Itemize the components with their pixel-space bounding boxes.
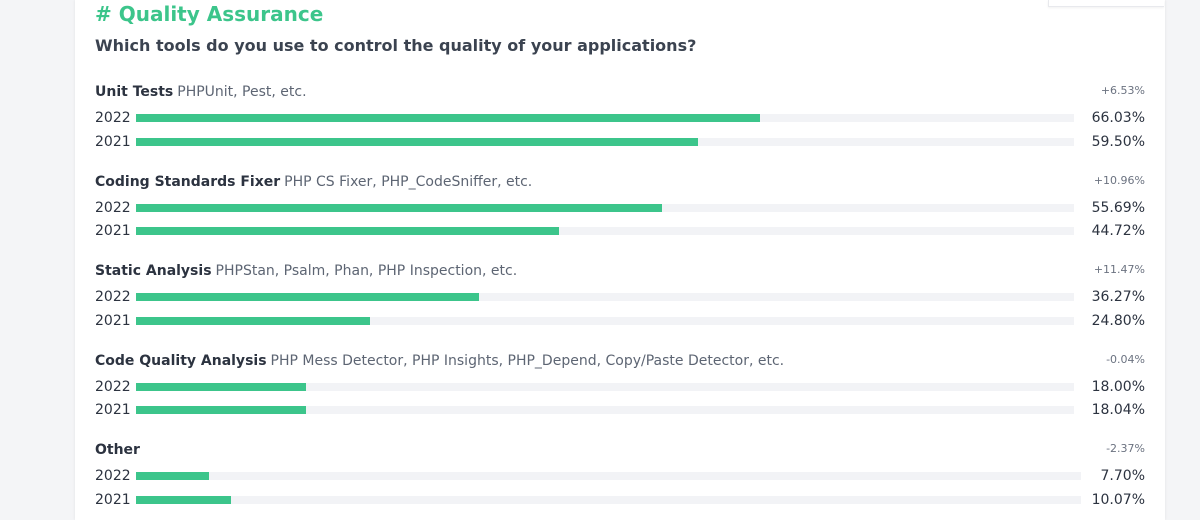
bar-track [136,137,1074,146]
category-group: Unit Tests PHPUnit, Pest, etc. +6.53% 2022 6… [95,81,1145,161]
percent-label: 18.04% [1091,402,1145,418]
survey-question: Which tools do you use to control the qu… [95,36,697,55]
category-name: Unit Tests [95,84,174,100]
year-label: 2021 [95,133,131,150]
bar-track [136,382,1074,391]
bar-row: 2021 18.04% [95,400,1145,420]
change-label: +6.53% [1100,84,1145,97]
bar-row: 2022 7.70% [95,466,1145,486]
category-group: Code Quality Analysis PHP Mess Detector, … [95,350,1145,430]
section-title: # Quality Assurance [95,2,324,26]
bar-row: 2022 36.27% [95,287,1145,307]
bar-fill [136,495,232,504]
category-header: Static Analysis PHPStan, Psalm, Phan, PHP… [95,260,517,280]
bar-row: 2022 55.69% [95,198,1145,218]
bar-row: 2021 24.80% [95,311,1145,331]
percent-label: 44.72% [1091,223,1145,239]
percent-label: 10.07% [1091,491,1145,508]
percent-label: 66.03% [1091,110,1145,126]
corner-tab [1048,0,1164,7]
year-label: 2022 [95,289,131,305]
bar-fill [136,227,559,235]
percent-label: 7.70% [1100,468,1145,484]
bar-fill [136,472,209,480]
year-label: 2022 [95,378,131,395]
category-name: Coding Standards Fixer [95,173,281,190]
change-label: -0.04% [1106,352,1145,366]
category-name: Other [95,442,140,458]
bar-fill [136,316,371,325]
bar-track [136,227,1074,235]
category-description: PHPUnit, Pest, etc. [177,84,307,100]
survey-card [75,0,1165,520]
bar-fill [136,293,479,301]
bar-fill [136,137,699,146]
change-label: +11.47% [1093,263,1145,276]
change-label: +10.96% [1093,173,1145,187]
category-group: Static Analysis PHPStan, Psalm, Phan, PHP… [95,260,1145,340]
category-description: PHP CS Fixer, PHP_CodeSniffer, etc. [284,173,533,190]
bar-row: 2021 10.07% [95,490,1145,510]
category-group: Other -2.37% 2022 7.70% 2021 10.07% [95,439,1145,519]
bar-row: 2022 66.03% [95,108,1145,128]
percent-label: 24.80% [1091,312,1145,329]
category-header: Unit Tests PHPUnit, Pest, etc. [95,81,307,101]
year-label: 2021 [95,312,131,329]
category-description: PHP Mess Detector, PHP Insights, PHP_Dep… [270,352,785,369]
bar-fill [136,382,307,391]
category-name: Static Analysis [95,263,212,279]
year-label: 2021 [95,402,131,418]
bar-track [136,472,1081,480]
year-label: 2022 [95,468,131,484]
bar-track [136,293,1074,301]
category-header: Coding Standards Fixer PHP CS Fixer, PHP_… [95,171,532,191]
category-header: Other [95,439,140,459]
category-name: Code Quality Analysis [95,352,267,369]
year-label: 2021 [95,491,131,508]
bar-row: 2021 44.72% [95,221,1145,241]
bar-track [136,114,1074,122]
category-description: PHPStan, Psalm, Phan, PHP Inspection, et… [215,263,518,279]
change-label: -2.37% [1106,442,1145,455]
bar-row: 2021 59.50% [95,132,1145,152]
bar-track [136,316,1074,325]
bar-row: 2022 18.00% [95,377,1145,397]
category-group: Coding Standards Fixer PHP CS Fixer, PHP_… [95,171,1145,251]
category-header: Code Quality Analysis PHP Mess Detector, … [95,350,784,370]
percent-label: 36.27% [1091,289,1145,305]
bar-fill [136,406,307,414]
year-label: 2022 [95,199,131,216]
bar-fill [136,114,760,122]
bar-track [136,495,1081,504]
bar-track [136,406,1074,414]
bar-fill [136,203,663,212]
percent-label: 18.00% [1091,378,1145,395]
percent-label: 55.69% [1091,199,1145,216]
year-label: 2021 [95,223,131,239]
bar-track [136,203,1074,212]
percent-label: 59.50% [1091,133,1145,150]
year-label: 2022 [95,110,131,126]
